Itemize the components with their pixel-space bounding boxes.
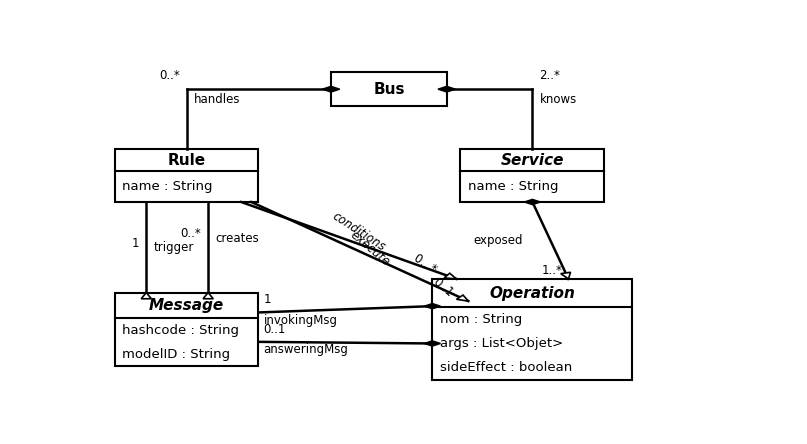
Bar [331,72,447,106]
Text: 2..*: 2..* [539,69,559,82]
Text: name : String: name : String [122,180,212,193]
Text: 1: 1 [132,238,139,250]
Text: nom : String: nom : String [440,313,522,326]
Text: hashcode : String: hashcode : String [122,324,239,337]
Text: exposed: exposed [474,234,523,247]
Text: Message: Message [149,298,224,313]
Polygon shape [322,86,340,92]
Text: knows: knows [540,93,577,106]
Text: sideEffect : boolean: sideEffect : boolean [440,361,572,374]
Polygon shape [424,304,441,309]
Text: handles: handles [194,93,240,106]
Text: trigger: trigger [154,241,194,254]
Text: creates: creates [215,232,259,245]
Polygon shape [525,199,541,205]
Polygon shape [203,293,213,299]
Text: 0..1: 0..1 [431,275,456,300]
Polygon shape [444,273,457,279]
Text: modelID : String: modelID : String [122,348,230,361]
Bar [433,279,633,380]
Text: answeringMsg: answeringMsg [263,343,349,356]
Text: 1: 1 [263,293,271,306]
Text: invokingMsg: invokingMsg [263,314,337,327]
Text: 0..*: 0..* [160,69,180,82]
Polygon shape [141,293,152,299]
Text: execute: execute [348,228,392,269]
Text: Service: Service [500,153,564,168]
Text: Operation: Operation [490,285,575,301]
Polygon shape [457,295,468,301]
Text: Rule: Rule [168,153,206,168]
Polygon shape [438,86,455,92]
Text: Bus: Bus [373,82,404,97]
Bar [461,149,604,202]
Text: args : List<Objet>: args : List<Objet> [440,337,563,350]
Text: name : String: name : String [468,180,558,193]
Text: 0.. *: 0.. * [412,251,439,276]
Polygon shape [561,272,571,279]
Bar [115,149,258,202]
Polygon shape [424,341,441,346]
Text: 0..*: 0..* [180,227,201,240]
Text: 0..1: 0..1 [263,323,286,336]
Text: 1..*: 1..* [541,264,562,277]
Text: conditions: conditions [330,210,388,254]
Bar [115,293,258,366]
